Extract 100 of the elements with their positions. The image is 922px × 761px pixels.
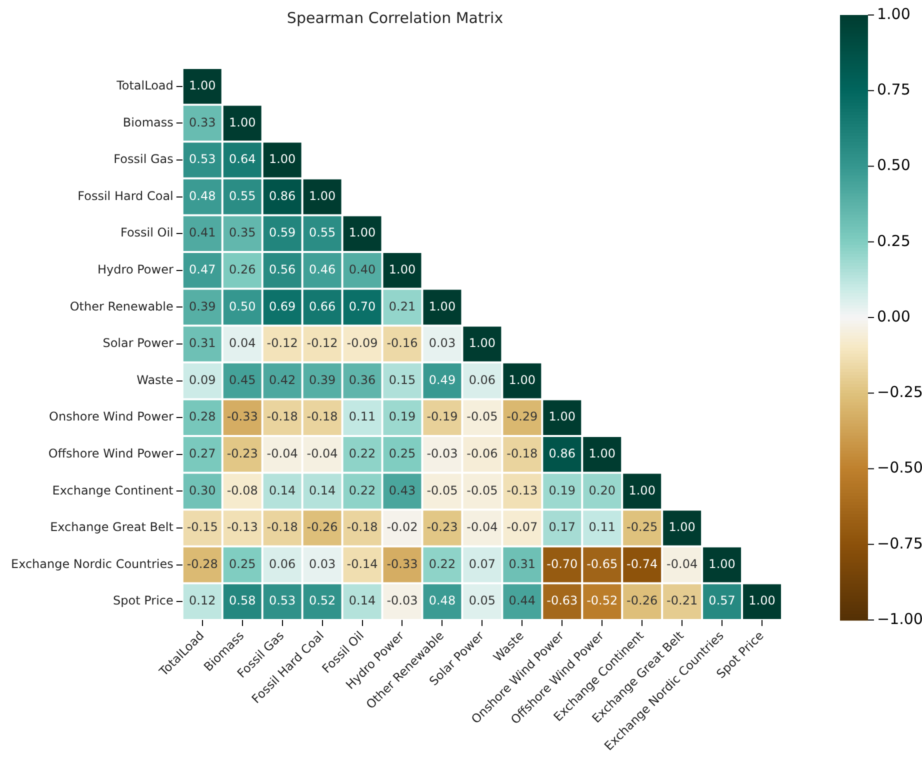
data-label: 0.49 — [428, 372, 456, 387]
y-tick-label: Fossil Gas — [114, 152, 174, 166]
data-label: 0.33 — [189, 115, 216, 130]
data-label: 0.14 — [268, 483, 296, 498]
data-label: 0.42 — [268, 372, 296, 387]
y-tick-label: Solar Power — [102, 336, 174, 350]
data-label: 1.00 — [508, 372, 536, 387]
data-label: 0.55 — [228, 188, 256, 203]
data-label: -0.21 — [666, 594, 698, 608]
color-bar-label: 0.00 — [877, 307, 910, 326]
color-bar-label: −0.75 — [877, 534, 922, 552]
data-label: 0.53 — [268, 594, 296, 608]
data-label: 1.00 — [748, 594, 776, 608]
data-label: 0.31 — [189, 336, 216, 350]
color-bar-label: 1.00 — [877, 4, 910, 23]
data-label: 0.22 — [348, 446, 376, 461]
data-label: 0.06 — [468, 372, 496, 387]
data-label: 0.44 — [508, 594, 536, 608]
color-bar-label: −1.00 — [877, 610, 922, 628]
data-label: -0.04 — [666, 556, 698, 571]
data-label: 0.58 — [228, 594, 256, 608]
color-bar-label: 0.75 — [877, 80, 910, 99]
y-tick-label: Waste — [136, 372, 174, 387]
y-tick-label: Exchange Nordic Countries — [10, 556, 174, 571]
data-label: 0.19 — [388, 410, 416, 424]
data-label: -0.18 — [346, 520, 378, 534]
data-label: -0.05 — [466, 410, 498, 424]
data-label: 1.00 — [708, 556, 736, 571]
y-tick-label: TotalLoad — [116, 78, 174, 93]
data-label: 0.07 — [468, 556, 496, 571]
data-label: -0.65 — [586, 556, 618, 571]
data-label: 0.45 — [228, 372, 256, 387]
data-label: -0.06 — [466, 446, 498, 461]
data-label: 0.86 — [268, 188, 296, 203]
data-label: -0.04 — [466, 520, 498, 534]
data-label: 0.39 — [308, 372, 336, 387]
data-label: 1.00 — [548, 410, 576, 424]
data-label: -0.02 — [386, 520, 418, 534]
y-tick-label: Onshore Wind Power — [49, 410, 174, 424]
data-label: 0.22 — [428, 556, 456, 571]
data-label: 0.05 — [468, 594, 496, 608]
data-label: 0.70 — [348, 299, 376, 314]
color-bar-label: −0.50 — [877, 458, 922, 477]
data-label: -0.03 — [426, 446, 458, 461]
data-label: -0.18 — [266, 410, 298, 424]
data-label: 0.46 — [308, 262, 336, 277]
data-label: 0.36 — [348, 372, 376, 387]
data-label: 0.59 — [268, 226, 296, 240]
data-label: 0.66 — [308, 299, 336, 314]
data-label: -0.03 — [386, 594, 418, 608]
data-label: 0.15 — [388, 372, 416, 387]
data-label: 0.39 — [189, 299, 216, 314]
data-label: 0.64 — [228, 152, 256, 166]
data-label: 0.40 — [348, 262, 376, 277]
data-label: -0.74 — [626, 556, 658, 571]
data-label: -0.12 — [306, 336, 338, 350]
data-label: 0.53 — [189, 152, 216, 166]
data-label: 1.00 — [468, 336, 496, 350]
data-label: 0.09 — [189, 372, 216, 387]
data-label: 0.04 — [228, 336, 256, 350]
data-label: 0.19 — [548, 483, 576, 498]
data-label: 0.06 — [268, 556, 296, 571]
data-label: 0.14 — [348, 594, 376, 608]
data-label: 0.27 — [189, 446, 216, 461]
data-label: 0.41 — [189, 226, 216, 240]
data-label: -0.07 — [506, 520, 538, 534]
data-label: -0.26 — [626, 594, 658, 608]
data-label: 1.00 — [308, 188, 336, 203]
data-label: -0.29 — [506, 410, 538, 424]
data-label: -0.19 — [426, 410, 458, 424]
data-label: 1.00 — [228, 115, 256, 130]
data-label: -0.05 — [466, 483, 498, 498]
data-label: 1.00 — [189, 78, 216, 93]
data-label: -0.26 — [306, 520, 338, 534]
data-label: 1.00 — [428, 299, 456, 314]
data-label: 0.03 — [308, 556, 336, 571]
y-tick-label: Biomass — [122, 115, 174, 130]
y-tick-label: Exchange Continent — [52, 483, 174, 498]
data-label: 0.30 — [189, 483, 216, 498]
data-label: -0.13 — [506, 483, 538, 498]
data-label: -0.18 — [266, 520, 298, 534]
y-tick-label: Fossil Hard Coal — [78, 188, 174, 203]
data-label: 0.52 — [308, 594, 336, 608]
data-label: 0.56 — [268, 262, 296, 277]
data-label: -0.13 — [226, 520, 258, 534]
data-label: 0.35 — [228, 226, 256, 240]
data-label: -0.33 — [226, 410, 258, 424]
data-label: 1.00 — [668, 520, 696, 534]
color-bar-label: −0.25 — [877, 383, 922, 402]
y-tick-label: Other Renewable — [70, 299, 174, 314]
data-label: 1.00 — [628, 483, 656, 498]
data-label: 0.20 — [588, 483, 616, 498]
data-label: 0.86 — [548, 446, 576, 461]
data-label: 0.12 — [189, 594, 216, 608]
data-label: -0.18 — [306, 410, 338, 424]
data-label: -0.12 — [266, 336, 298, 350]
color-bar-label: 0.25 — [877, 232, 910, 250]
data-label: -0.04 — [306, 446, 338, 461]
data-label: 0.03 — [428, 336, 456, 350]
y-tick-label: Offshore Wind Power — [48, 446, 174, 461]
